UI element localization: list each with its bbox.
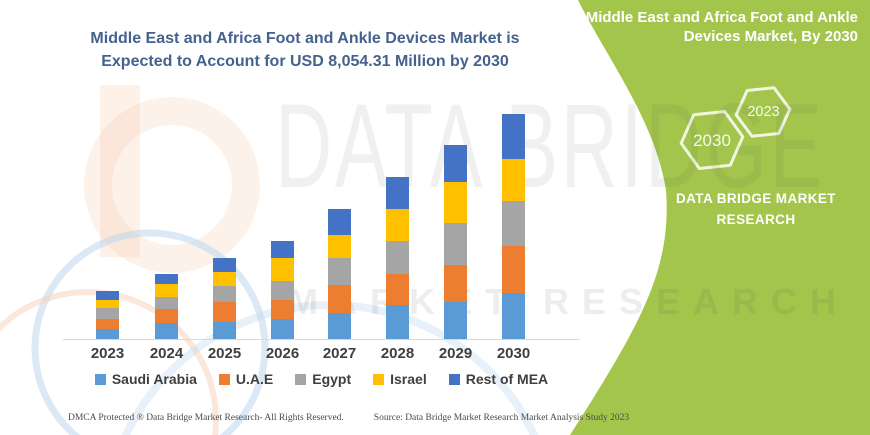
chart-title: Middle East and Africa Foot and Ankle De… bbox=[75, 27, 535, 73]
hexagon-2030-icon bbox=[679, 110, 745, 170]
bar-segment-2026-israel bbox=[271, 257, 294, 282]
legend-item-u-a-e: U.A.E bbox=[218, 371, 274, 387]
legend-item-rest-of-mea: Rest of MEA bbox=[448, 371, 549, 387]
bar-2030 bbox=[502, 114, 525, 339]
legend-swatch-icon bbox=[94, 373, 106, 385]
bar-segment-2029-u-a-e bbox=[444, 265, 467, 302]
chart-title-line2: Expected to Account for USD 8,054.31 Mil… bbox=[101, 53, 509, 70]
footer-dmca-text: DMCA Protected ® Data Bridge Market Rese… bbox=[68, 413, 344, 423]
bar-segment-2025-rest-of-mea bbox=[213, 258, 236, 272]
bar-segment-2025-u-a-e bbox=[213, 302, 236, 322]
footer: DMCA Protected ® Data Bridge Market Rese… bbox=[68, 413, 629, 423]
bar-2029 bbox=[444, 144, 467, 339]
bar-segment-2026-u-a-e bbox=[271, 300, 294, 320]
legend-label: U.A.E bbox=[235, 371, 274, 387]
bar-segment-2024-israel bbox=[155, 284, 178, 298]
brand-line1: DATA BRIDGE MARKET bbox=[676, 191, 836, 206]
logo-watermark-stem bbox=[100, 85, 140, 257]
bar-segment-2025-saudi-arabia bbox=[213, 321, 236, 339]
legend-item-egypt: Egypt bbox=[295, 371, 351, 387]
bar-segment-2023-egypt bbox=[96, 307, 119, 319]
footer-source-text: Source: Data Bridge Market Research Mark… bbox=[373, 413, 630, 423]
hexagon-2030-label: 2030 bbox=[693, 131, 731, 150]
bar-segment-2023-israel bbox=[96, 299, 119, 308]
legend-label: Egypt bbox=[312, 371, 352, 387]
x-tick-2029: 2029 bbox=[438, 345, 473, 362]
bar-segment-2030-rest-of-mea bbox=[502, 114, 525, 159]
hexagon-2023-label: 2023 bbox=[747, 104, 780, 120]
bar-segment-2024-rest-of-mea bbox=[155, 274, 178, 285]
side-panel-title-line2: Devices Market, By 2030 bbox=[683, 28, 858, 45]
x-tick-2024: 2024 bbox=[149, 345, 184, 362]
bar-segment-2029-rest-of-mea bbox=[444, 144, 467, 182]
bar-segment-2025-israel bbox=[213, 271, 236, 286]
brand-line2: RESEARCH bbox=[716, 212, 796, 227]
plot-area bbox=[96, 114, 525, 339]
bar-segment-2029-egypt bbox=[444, 222, 467, 265]
bar-segment-2024-egypt bbox=[155, 297, 178, 310]
brand-name: DATA BRIDGE MARKET RESEARCH bbox=[650, 188, 862, 230]
bar-segment-2023-u-a-e bbox=[96, 318, 119, 329]
bar-segment-2028-rest-of-mea bbox=[386, 177, 409, 210]
bar-segment-2028-israel bbox=[386, 209, 409, 242]
legend-item-israel: Israel bbox=[373, 371, 427, 387]
bar-segment-2023-rest-of-mea bbox=[96, 291, 119, 300]
bar-segment-2029-israel bbox=[444, 181, 467, 223]
bar-segment-2023-saudi-arabia bbox=[96, 328, 119, 339]
bar-segment-2027-rest-of-mea bbox=[328, 209, 351, 236]
bar-segment-2024-saudi-arabia bbox=[155, 323, 178, 339]
bar-segment-2027-saudi-arabia bbox=[328, 313, 351, 339]
x-axis-line bbox=[63, 339, 580, 340]
bar-segment-2027-u-a-e bbox=[328, 285, 351, 314]
legend-swatch-icon bbox=[218, 373, 230, 385]
x-tick-2026: 2026 bbox=[265, 345, 300, 362]
bar-segment-2028-egypt bbox=[386, 241, 409, 275]
bar-2024 bbox=[155, 274, 178, 339]
x-tick-2028: 2028 bbox=[380, 345, 415, 362]
circle-ornament-peach-icon bbox=[0, 289, 219, 435]
bar-2023 bbox=[96, 291, 119, 339]
legend: Saudi Arabia U.A.E Egypt Israel Rest of MEA bbox=[63, 371, 580, 387]
logo-watermark-ring bbox=[84, 97, 260, 273]
bar-2026 bbox=[271, 240, 294, 339]
bar-segment-2026-rest-of-mea bbox=[271, 240, 294, 258]
bar-segment-2030-israel bbox=[502, 159, 525, 202]
x-axis-ticks: 2023 2024 2025 2026 2027 2028 2029 2030 bbox=[0, 345, 870, 363]
chart-title-line1: Middle East and Africa Foot and Ankle De… bbox=[90, 30, 520, 47]
green-ribbon bbox=[570, 0, 870, 435]
side-panel-title: Middle East and Africa Foot and Ankle De… bbox=[578, 8, 858, 46]
legend-item-saudi-arabia: Saudi Arabia bbox=[94, 371, 197, 387]
hexagon-2023-icon bbox=[734, 86, 792, 138]
side-panel-title-line1: Middle East and Africa Foot and Ankle bbox=[585, 9, 858, 26]
legend-label: Rest of MEA bbox=[465, 371, 549, 387]
bar-segment-2030-u-a-e bbox=[502, 246, 525, 294]
bar-segment-2027-egypt bbox=[328, 258, 351, 286]
bar-segment-2029-saudi-arabia bbox=[444, 302, 467, 339]
legend-label: Saudi Arabia bbox=[111, 371, 197, 387]
x-tick-2030: 2030 bbox=[496, 345, 531, 362]
bar-segment-2025-egypt bbox=[213, 285, 236, 302]
legend-swatch-icon bbox=[373, 373, 385, 385]
bar-segment-2028-u-a-e bbox=[386, 274, 409, 306]
bar-segment-2024-u-a-e bbox=[155, 309, 178, 324]
x-tick-2023: 2023 bbox=[90, 345, 125, 362]
legend-label: Israel bbox=[390, 371, 427, 387]
legend-swatch-icon bbox=[448, 373, 460, 385]
circle-ornament-blue-icon bbox=[31, 229, 269, 435]
bar-segment-2030-egypt bbox=[502, 201, 525, 246]
bar-segment-2026-egypt bbox=[271, 281, 294, 301]
legend-swatch-icon bbox=[295, 373, 307, 385]
bar-2028 bbox=[386, 177, 409, 339]
x-tick-2025: 2025 bbox=[207, 345, 242, 362]
bar-2027 bbox=[328, 209, 351, 339]
bar-segment-2026-saudi-arabia bbox=[271, 319, 294, 339]
bar-segment-2030-saudi-arabia bbox=[502, 293, 525, 339]
bar-segment-2027-israel bbox=[328, 235, 351, 259]
bar-2025 bbox=[213, 258, 236, 339]
bar-segment-2028-saudi-arabia bbox=[386, 305, 409, 339]
x-tick-2027: 2027 bbox=[322, 345, 357, 362]
